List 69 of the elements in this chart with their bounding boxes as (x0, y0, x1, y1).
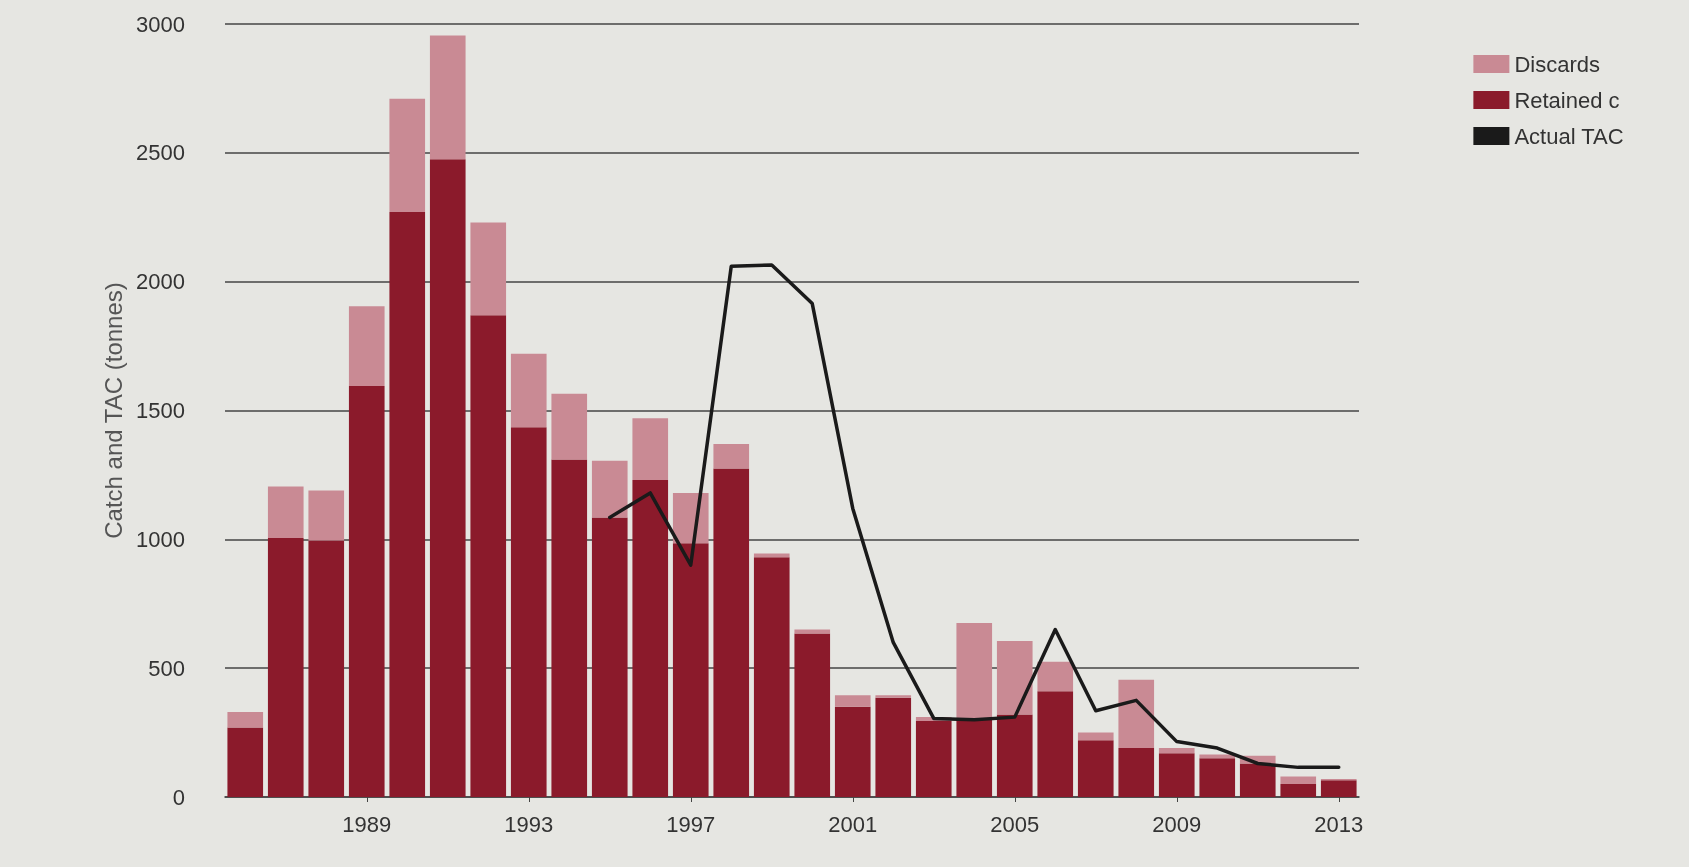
y-tick-label: 1000 (136, 526, 185, 552)
bar (429, 35, 466, 160)
bar (1158, 748, 1195, 754)
bar (834, 706, 871, 797)
bar (1037, 691, 1074, 797)
y-tick-label: 0 (172, 784, 185, 810)
bar (956, 623, 993, 719)
x-tick-label: 2001 (828, 811, 878, 837)
legend-label: Retained c (1514, 87, 1620, 113)
bar (348, 386, 385, 797)
bar (227, 711, 264, 728)
bar (267, 486, 304, 539)
bar (713, 468, 750, 797)
bar (753, 557, 790, 797)
bar (1239, 763, 1276, 797)
bar (1158, 753, 1195, 797)
bar (510, 427, 547, 797)
bar (227, 727, 264, 797)
bar (713, 444, 750, 469)
bar (1280, 784, 1317, 797)
bar (915, 720, 952, 797)
bar (1320, 780, 1357, 797)
bar (308, 540, 345, 797)
x-tick-label: 2013 (1314, 811, 1364, 837)
legend-label: Actual TAC (1514, 123, 1624, 149)
y-axis-title: Catch and TAC (tonnes) (99, 282, 127, 539)
bar (267, 538, 304, 797)
bar (1118, 748, 1155, 797)
bar (389, 98, 426, 213)
bar (794, 633, 831, 797)
y-tick-label: 3000 (136, 11, 185, 37)
x-tick-label: 1989 (342, 811, 392, 837)
line-series (608, 263, 1341, 770)
y-tick-label: 1500 (136, 398, 185, 423)
bar (1280, 776, 1317, 785)
bar (591, 517, 628, 797)
bar (834, 695, 871, 707)
bar (875, 697, 912, 797)
bar (956, 718, 993, 797)
bar (1199, 758, 1236, 797)
x-tick-label: 1997 (666, 811, 716, 837)
x-tick-label: 2005 (990, 811, 1040, 837)
bar (308, 490, 345, 541)
bar (510, 353, 547, 428)
bar (551, 393, 588, 460)
bar (632, 480, 669, 797)
y-tick-label: 2500 (136, 140, 185, 166)
bar (429, 159, 466, 797)
bar (591, 460, 628, 518)
bar (551, 459, 588, 797)
x-tick-label: 2009 (1152, 811, 1202, 837)
bar (672, 543, 709, 797)
y-tick-label: 500 (148, 655, 185, 681)
x-tick-label: 1993 (504, 811, 554, 837)
bar (1077, 740, 1114, 797)
bar (1037, 661, 1074, 692)
bar (470, 315, 507, 797)
legend-label: Discards (1514, 51, 1600, 77)
bar (632, 418, 669, 481)
bar (875, 695, 912, 698)
bar (470, 222, 507, 316)
bar (389, 212, 426, 797)
bar (996, 714, 1033, 797)
bar (348, 306, 385, 387)
bar (996, 641, 1033, 715)
bar (1077, 732, 1114, 741)
y-tick-label: 2000 (136, 269, 185, 295)
bar (1199, 754, 1236, 759)
bar (1118, 679, 1155, 749)
